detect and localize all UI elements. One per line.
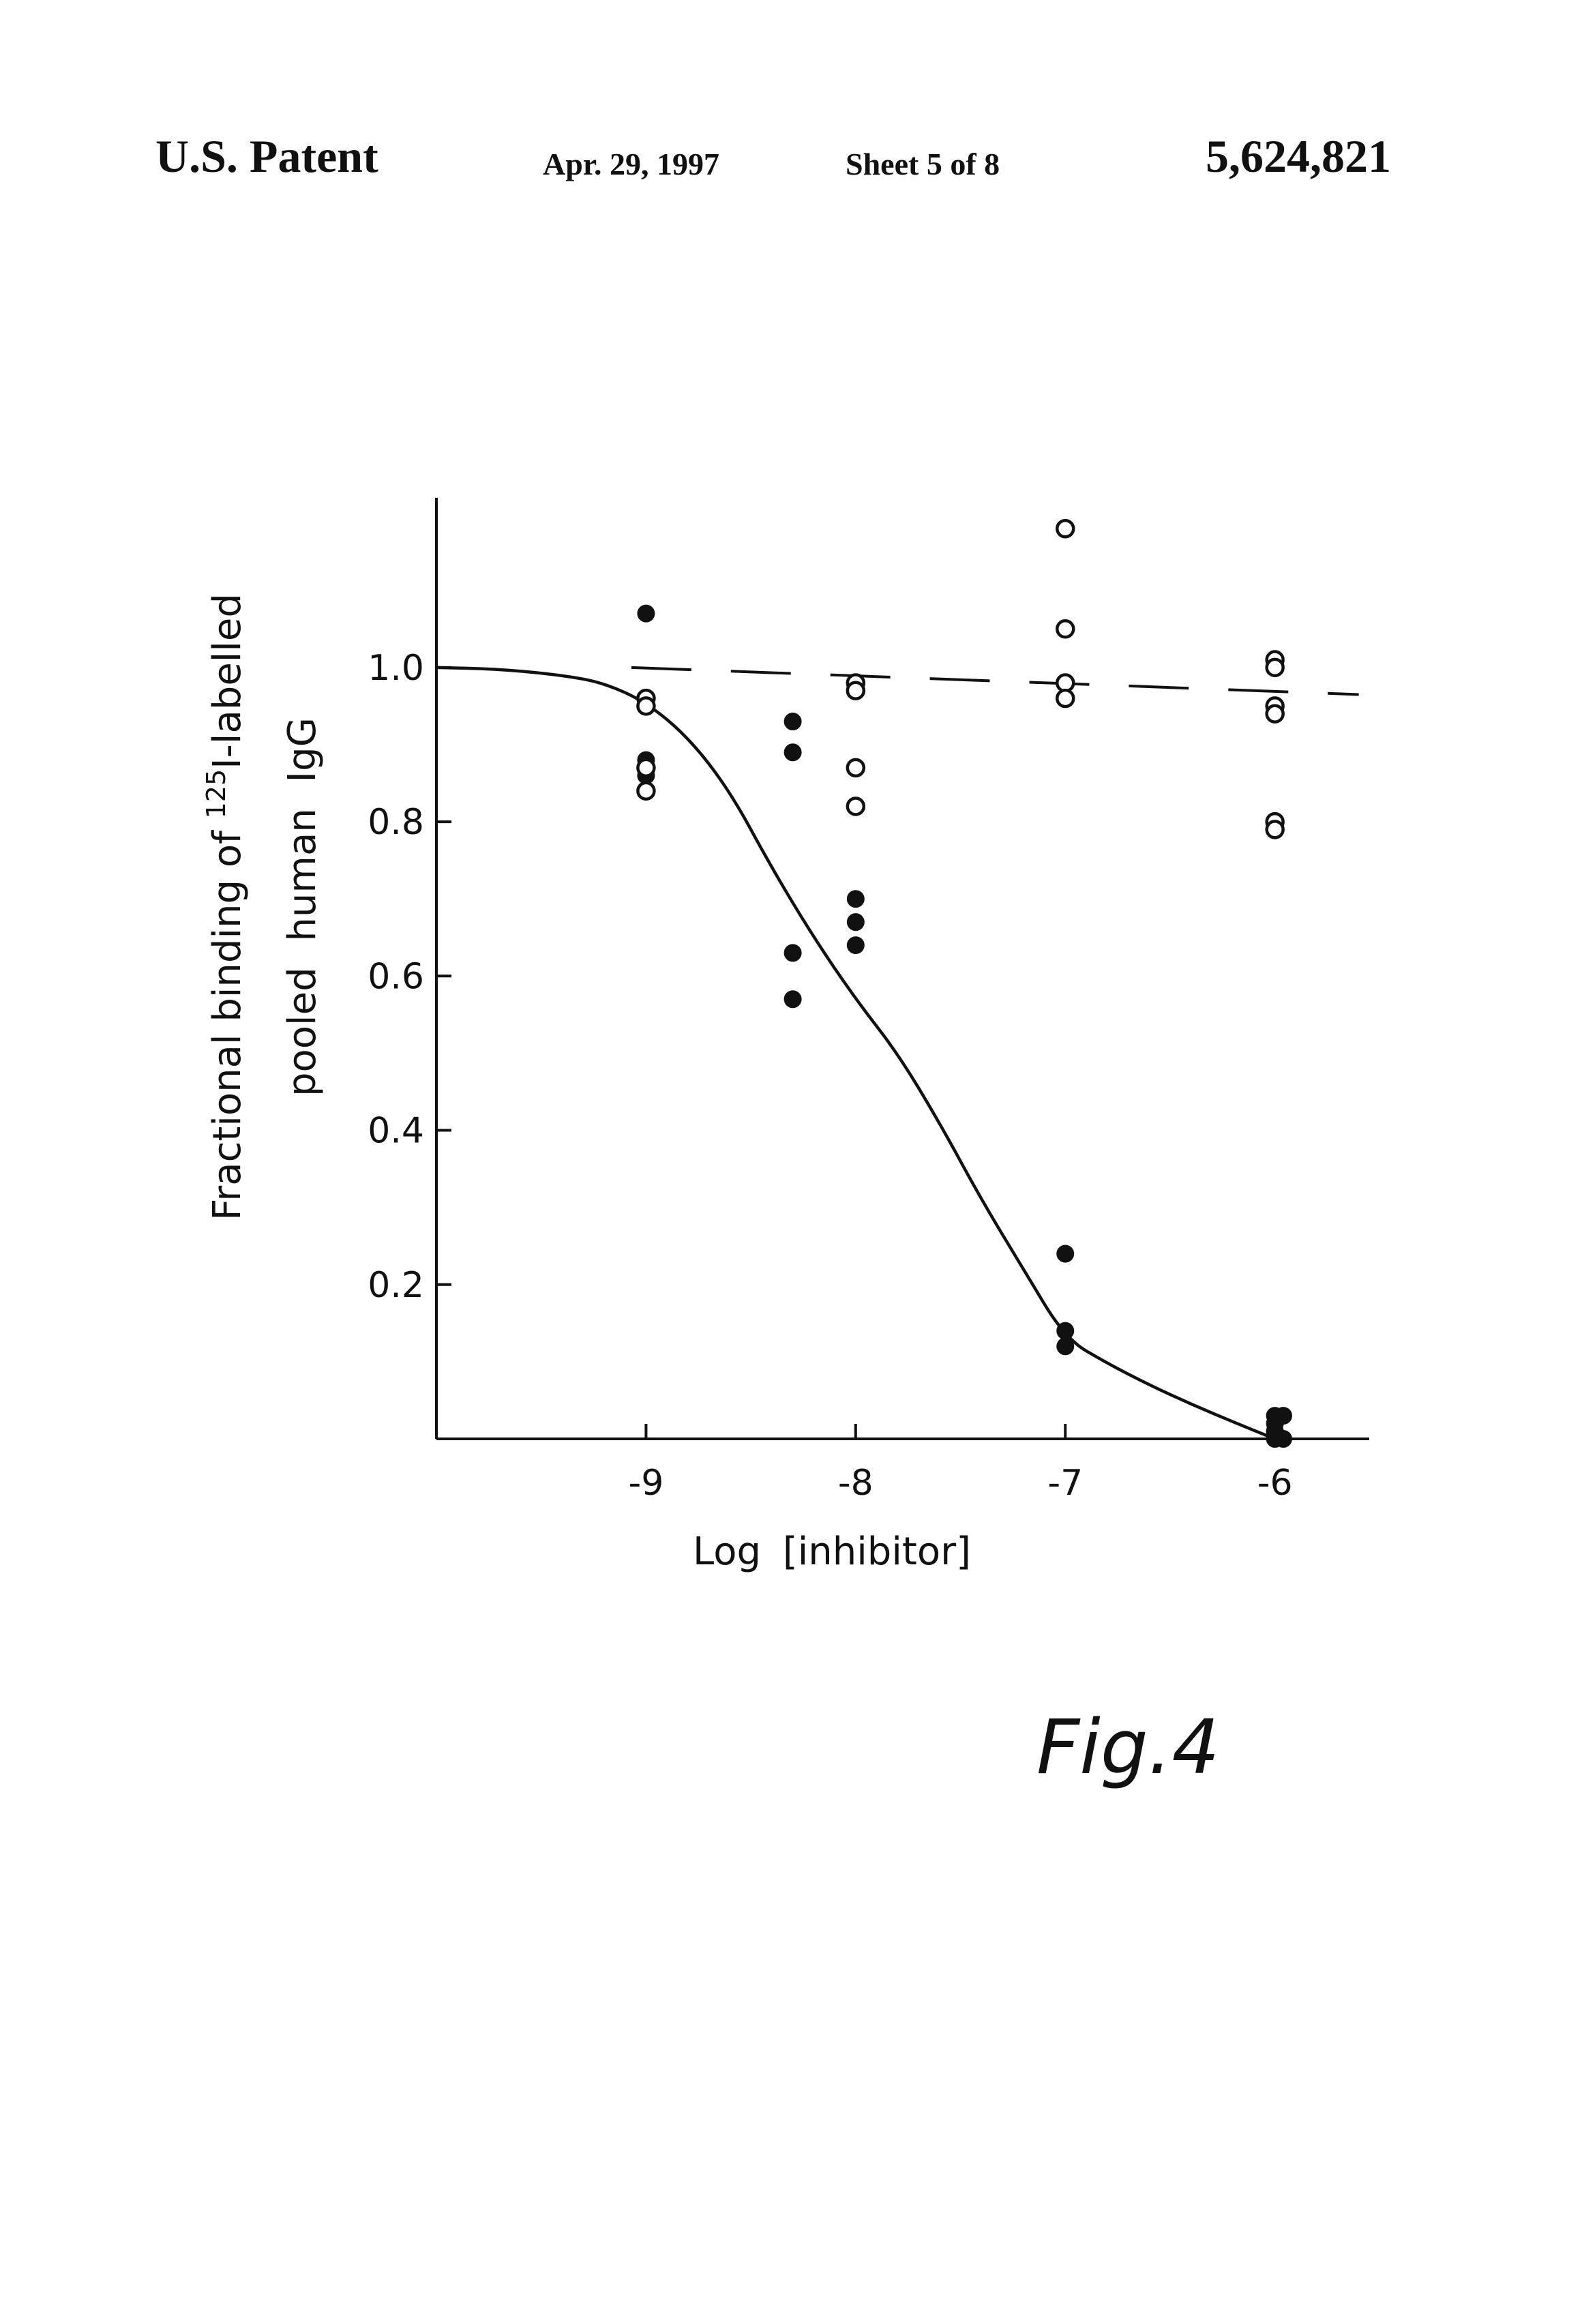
filled-point bbox=[785, 744, 801, 760]
open-point bbox=[848, 798, 864, 814]
filled-point bbox=[785, 944, 801, 961]
chart-ticks: -9 -8 -7 -6 1.0 0.8 0.6 0.4 0.2 bbox=[368, 648, 1292, 1504]
x-tick-label: -9 bbox=[628, 1463, 663, 1504]
y-axis-label-pre: Fractional binding of bbox=[205, 818, 250, 1221]
chart-axes bbox=[436, 498, 1369, 1439]
figure-label: Fig.4 bbox=[1036, 1703, 1220, 1791]
open-point bbox=[638, 760, 654, 776]
open-point bbox=[1057, 690, 1073, 706]
y-axis-label-superscript: 125 bbox=[201, 769, 231, 819]
open-point bbox=[1057, 520, 1073, 537]
y-axis-label-line2: pooled human IgG bbox=[280, 717, 325, 1097]
y-tick-label: 1.0 bbox=[368, 648, 424, 689]
filled-point bbox=[1275, 1431, 1292, 1447]
open-point bbox=[1267, 706, 1283, 722]
open-point bbox=[1267, 821, 1283, 837]
open-point bbox=[1267, 659, 1283, 676]
y-tick-label: 0.4 bbox=[368, 1111, 424, 1152]
open-point bbox=[1057, 621, 1073, 637]
filled-point bbox=[848, 914, 864, 930]
filled-point bbox=[785, 991, 801, 1007]
filled-point bbox=[1057, 1246, 1073, 1262]
y-axis-label: Fractional binding of 125I-labelled pool… bbox=[201, 593, 325, 1221]
x-tick-label: -8 bbox=[838, 1463, 874, 1504]
open-point bbox=[638, 783, 654, 799]
y-tick-label: 0.8 bbox=[368, 802, 424, 843]
filled-point bbox=[785, 713, 801, 730]
open-point bbox=[848, 760, 864, 776]
filled-point bbox=[638, 606, 654, 622]
y-axis-label-line1: Fractional binding of 125I-labelled bbox=[201, 593, 250, 1221]
y-axis-label-post: I-labelled bbox=[205, 593, 250, 769]
filled-point bbox=[848, 937, 864, 953]
chart-lines bbox=[436, 668, 1359, 1439]
x-tick-label: -6 bbox=[1257, 1463, 1293, 1504]
fit-curve bbox=[436, 668, 1275, 1439]
x-axis-label: Log [inhibitor] bbox=[693, 1530, 971, 1574]
chart-points bbox=[638, 520, 1292, 1447]
filled-point bbox=[848, 891, 864, 907]
filled-point bbox=[1275, 1407, 1292, 1424]
y-tick-label: 0.2 bbox=[368, 1265, 424, 1306]
x-tick-label: -7 bbox=[1047, 1463, 1083, 1504]
open-point bbox=[638, 698, 654, 714]
y-tick-label: 0.6 bbox=[368, 956, 424, 997]
filled-point bbox=[1057, 1323, 1073, 1339]
control-dashed-line bbox=[631, 668, 1359, 695]
filled-point bbox=[1057, 1338, 1073, 1354]
open-point bbox=[848, 683, 864, 699]
